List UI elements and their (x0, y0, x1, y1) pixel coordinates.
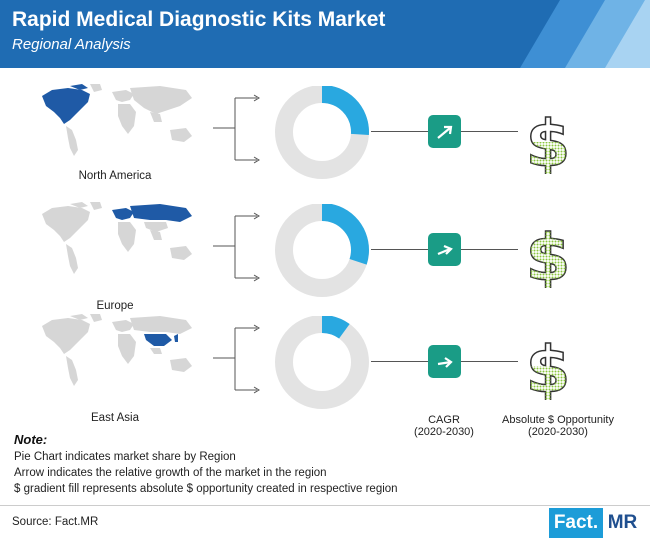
region-label: North America (78, 170, 152, 182)
market-share-donut (275, 316, 369, 409)
region-row-europe: Europe $ $ (0, 200, 650, 326)
notes-section: Note: Pie Chart indicates market share b… (14, 432, 494, 497)
east-asia-map (42, 314, 192, 386)
growth-arrow-box (428, 115, 461, 148)
growth-arrow-box (428, 345, 461, 378)
donut-share-segment (275, 86, 369, 179)
svg-text:$: $ (526, 334, 571, 400)
page-subtitle: Regional Analysis (12, 36, 131, 53)
arrow-up-right-icon (437, 125, 453, 139)
logo-mr-text: MR (603, 508, 642, 538)
page-title: Rapid Medical Diagnostic Kits Market (12, 8, 386, 31)
north-america-map (42, 84, 192, 156)
region-row-north-america: North America $ $ (0, 82, 650, 208)
logo-fact-text: Fact. (549, 508, 603, 538)
dollar-icon: $ $ (525, 221, 571, 288)
source-text: Source: Fact.MR (12, 516, 99, 528)
connector-line (371, 131, 428, 132)
donut-share-segment (275, 204, 369, 297)
footer-divider (0, 505, 650, 506)
connector-line (461, 249, 518, 250)
note-line: Arrow indicates the relative growth of t… (14, 467, 327, 479)
connector-line (371, 361, 428, 362)
svg-text:$: $ (526, 334, 571, 400)
connector-line (461, 361, 518, 362)
europe-map (42, 202, 192, 274)
region-label: East Asia (91, 412, 139, 424)
cagr-period: (2020-2030) (414, 426, 474, 438)
svg-text:$: $ (526, 222, 571, 288)
arrow-up-right-icon (437, 244, 453, 256)
connector-line (461, 131, 518, 132)
branch-connector (213, 324, 260, 394)
svg-text:$: $ (526, 108, 571, 174)
cagr-column-label: CAGR (2020-2030) (404, 414, 484, 438)
dollar-icon: $ $ (525, 333, 571, 400)
opportunity-label: Absolute $ Opportunity (502, 414, 614, 426)
market-share-donut (275, 204, 369, 297)
opportunity-period: (2020-2030) (528, 426, 588, 438)
donut-share-segment (275, 316, 369, 409)
connector-line (371, 249, 428, 250)
note-line: $ gradient fill represents absolute $ op… (14, 483, 398, 495)
svg-text:$: $ (526, 222, 571, 288)
region-label: Europe (96, 300, 134, 312)
opportunity-column-label: Absolute $ Opportunity (2020-2030) (488, 414, 628, 438)
header-banner: Rapid Medical Diagnostic Kits Market Reg… (0, 0, 650, 68)
region-row-east-asia: East Asia $ $ (0, 312, 650, 438)
header-stripes-decoration (520, 0, 650, 68)
cagr-label: CAGR (428, 414, 460, 426)
factmr-logo: Fact. MR (549, 508, 642, 538)
dollar-icon: $ $ (525, 107, 571, 174)
growth-arrow-box (428, 233, 461, 266)
note-line: Pie Chart indicates market share by Regi… (14, 451, 236, 463)
arrow-up-right-icon (437, 357, 453, 368)
market-share-donut (275, 86, 369, 179)
svg-text:$: $ (526, 108, 571, 174)
notes-title: Note: (14, 432, 48, 447)
branch-connector (213, 212, 260, 282)
branch-connector (213, 94, 260, 164)
